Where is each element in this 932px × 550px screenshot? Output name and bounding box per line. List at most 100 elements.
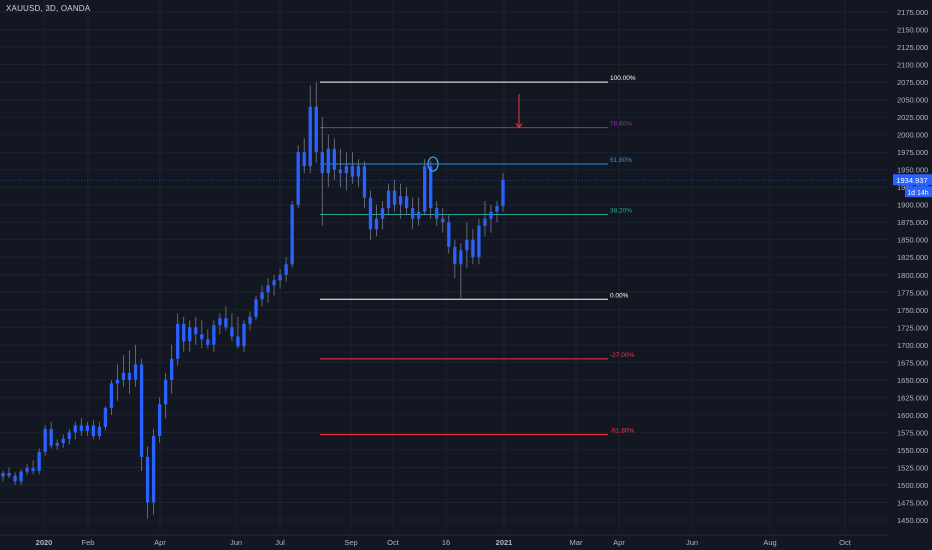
price-tick-label: 1750.000: [897, 306, 928, 315]
candle-body: [501, 180, 505, 207]
price-tick-label: 1950.000: [897, 166, 928, 175]
time-tick-label: 2020: [36, 538, 53, 547]
candle-body: [338, 169, 343, 174]
time-tick-label: Jun: [230, 538, 242, 547]
candle-body: [362, 166, 367, 198]
candle-body: [356, 166, 361, 177]
candle-body: [272, 280, 276, 286]
candle-body: [1, 473, 5, 477]
candle-body: [31, 468, 35, 471]
candle-body: [423, 166, 427, 212]
price-tick-label: 1900.000: [897, 201, 928, 210]
price-tick-label: 1775.000: [897, 288, 928, 297]
candle-body: [188, 327, 192, 342]
time-tick-label: Aug: [763, 538, 776, 547]
candle-body: [151, 435, 156, 503]
candle-body: [133, 364, 138, 380]
price-tick-label: 1825.000: [897, 253, 928, 262]
candle-body: [139, 364, 144, 457]
time-axis[interactable]: 2020 Feb Apr Jun Jul Sep Oct 16 2021 Mar Apr Jun Aug…: [0, 534, 888, 547]
candle-body: [103, 407, 108, 427]
price-tick-label: 1850.000: [897, 236, 928, 245]
price-tick-label: 2025.000: [897, 113, 928, 122]
price-tick-label: 1450.000: [897, 516, 928, 525]
candle-body: [61, 438, 65, 443]
candle-body: [344, 166, 349, 174]
time-tick-label: Mar: [570, 538, 583, 547]
price-tick-label: 2075.000: [897, 78, 928, 87]
candle-body: [248, 316, 252, 324]
candle-body: [194, 327, 198, 335]
time-tick-label: Sep: [344, 538, 357, 547]
candle-body: [49, 428, 53, 446]
candle-body: [254, 299, 258, 317]
candle-body: [380, 208, 385, 219]
fib-level-label: 38.20%: [610, 207, 632, 214]
fib-level-label: 0.00%: [610, 292, 629, 299]
candle-body: [67, 432, 71, 439]
candle-body: [37, 452, 41, 471]
candle-body: [121, 372, 126, 380]
fib-level-label: 78.60%: [610, 121, 632, 128]
fib-level-label: 100.00%: [610, 75, 636, 82]
countdown-badge: [905, 186, 932, 198]
candle-body: [441, 218, 445, 223]
last-price-badge[interactable]: [893, 174, 932, 186]
candle-body: [200, 334, 204, 340]
candle-body: [410, 208, 415, 219]
fib-level-label: -27.00%: [610, 352, 634, 359]
candle-body: [13, 475, 17, 482]
price-tick-label: 2125.000: [897, 43, 928, 52]
candle-body: [290, 204, 294, 265]
time-tick-label: 2021: [496, 538, 513, 547]
time-tick-label: Jun: [686, 538, 698, 547]
candle-body: [308, 106, 312, 167]
price-tick-label: 1875.000: [897, 218, 928, 227]
candle-body: [260, 292, 264, 300]
candle-body: [145, 456, 150, 503]
price-tick-label: 1650.000: [897, 376, 928, 385]
price-tick-label: 1550.000: [897, 446, 928, 455]
candle-body: [302, 152, 306, 167]
candle-body: [326, 148, 330, 174]
candle-body: [182, 323, 186, 342]
last-price-label: 1934.937: [896, 176, 927, 185]
price-tick-label: 1625.000: [897, 393, 928, 402]
candle-body: [483, 218, 487, 226]
price-axis[interactable]: 1450.000 1475.000 1500.000 1525.000 1550.000…: [893, 8, 932, 525]
price-tick-label: 1700.000: [897, 341, 928, 350]
candle-body: [85, 425, 89, 432]
price-tick-label: 1575.000: [897, 428, 928, 437]
candle-body: [266, 285, 270, 293]
candle-body: [218, 318, 222, 326]
candle-body: [386, 190, 391, 209]
price-tick-label: 1600.000: [897, 411, 928, 420]
candle-body: [91, 425, 96, 436]
candle-body: [109, 383, 114, 408]
candle-body: [73, 425, 77, 433]
candle-body: [236, 336, 240, 347]
fib-level-label: 61.80%: [610, 157, 632, 164]
candle-body: [19, 471, 23, 482]
candle-body: [97, 426, 102, 436]
fib-level-label: -61.80%: [610, 428, 634, 435]
candle-body: [206, 339, 210, 345]
candle-body: [25, 468, 29, 472]
price-tick-label: 2100.000: [897, 61, 928, 70]
candle-body: [157, 404, 162, 436]
candle-body: [224, 318, 228, 328]
time-tick-label: Apr: [613, 538, 625, 547]
candle-body: [477, 225, 481, 258]
candle-body: [163, 379, 168, 405]
candle-body: [398, 196, 403, 205]
candle-body: [404, 196, 409, 209]
candle-body: [453, 246, 457, 265]
price-tick-label: 1800.000: [897, 271, 928, 280]
candle-body: [320, 152, 324, 174]
time-tick-label: Oct: [387, 538, 400, 547]
candle-body: [170, 358, 174, 380]
fibonacci-retracement[interactable]: 100.00% 78.60% 61.80% 38.20% 0.00% -27.00% -61…: [320, 75, 636, 436]
time-tick-label: Feb: [82, 538, 95, 547]
price-tick-label: 2000.000: [897, 131, 928, 140]
